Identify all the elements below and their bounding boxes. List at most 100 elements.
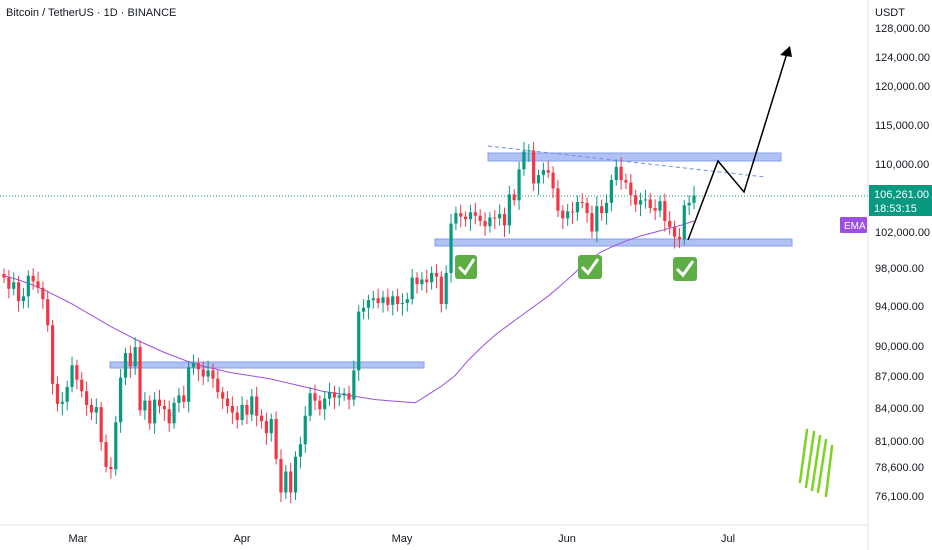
candle-body [162, 406, 166, 410]
candle-body [672, 227, 677, 237]
candle-body [104, 442, 108, 467]
candle-body [245, 404, 249, 415]
candle-body [585, 202, 589, 214]
candle-body [148, 400, 152, 424]
candle-body [425, 279, 429, 283]
candle-body [488, 217, 492, 227]
candle-body [493, 217, 497, 219]
candle-body [566, 211, 570, 219]
check-marker-3 [673, 257, 697, 281]
time-axis[interactable]: Mar Apr May Jun Jul [69, 533, 736, 545]
price-tick-5: 102,000.00 [875, 227, 930, 239]
candle-body [532, 150, 536, 184]
chart-title: Bitcoin / TetherUS · 1D · BINANCE [6, 7, 176, 19]
candle-body [459, 213, 463, 217]
candle-body [85, 391, 89, 405]
candle-body [187, 367, 191, 402]
candle-body [123, 353, 128, 378]
candle-body [293, 456, 298, 493]
price-tick-11: 81,000.00 [875, 436, 924, 448]
candle-body [527, 150, 531, 152]
candle-body [498, 214, 502, 219]
candle-body [371, 298, 375, 301]
candle-body [536, 175, 541, 184]
price-tick-3: 115,000.00 [875, 120, 929, 132]
price-tick-6: 98,000.00 [875, 263, 924, 275]
candles [2, 141, 696, 504]
candle-body [119, 377, 123, 423]
candle-body [556, 188, 560, 211]
candle-body [580, 201, 584, 203]
candle-body [60, 401, 64, 404]
candle-body [21, 296, 26, 302]
price-axis[interactable]: 128,000.00 124,000.00 120,000.00 115,000.00… [875, 23, 930, 503]
candle-body [206, 370, 210, 377]
price-tick-12: 78,600.00 [875, 462, 924, 474]
candle-body [114, 422, 118, 470]
march-resistance-zone [109, 361, 425, 369]
candle-body [55, 383, 60, 404]
candle-body [313, 393, 317, 401]
candle-body [575, 201, 579, 213]
check-marker-1 [455, 255, 477, 279]
time-tick-may: May [392, 533, 413, 545]
candle-body [658, 201, 662, 211]
candle-body [128, 353, 132, 367]
candle-body [172, 402, 176, 424]
candle-body [624, 180, 628, 183]
candle-body [634, 195, 638, 205]
candle-body [157, 399, 162, 407]
candle-body [468, 212, 473, 220]
price-tick-4: 110,000.00 [875, 159, 929, 171]
candle-body [259, 415, 264, 422]
candle-body [255, 396, 259, 416]
candle-body [12, 282, 16, 289]
candle-body [235, 412, 239, 421]
candle-body [284, 471, 288, 493]
candle-body [143, 400, 147, 411]
projection-path [687, 49, 789, 241]
candle-body [507, 194, 511, 226]
candle-body [648, 199, 652, 208]
ema-badge: EMA [840, 217, 867, 233]
candle-body [230, 406, 234, 413]
candle-body [638, 200, 643, 205]
support-zone [434, 238, 793, 247]
candle-body [347, 393, 351, 400]
last-price-badge: 106,261.00 18:53:15 [869, 185, 932, 216]
candle-body [677, 236, 682, 240]
candle-body [405, 299, 409, 304]
candle-body [41, 287, 45, 300]
projection-arrowhead [780, 46, 792, 57]
time-tick-jul: Jul [721, 533, 735, 545]
last-price-value: 106,261.00 [874, 189, 929, 201]
candle-body [415, 277, 419, 285]
price-tick-9: 87,000.00 [875, 371, 924, 383]
countdown-timer: 18:53:15 [874, 203, 917, 215]
candle-body [522, 151, 526, 170]
candle-body [619, 166, 623, 181]
candle-body [512, 194, 516, 201]
candle-body [692, 195, 696, 203]
candle-body [391, 296, 395, 305]
candle-body [444, 272, 448, 304]
candle-body [464, 216, 468, 220]
candle-body [473, 212, 477, 216]
currency-label: USDT [875, 7, 905, 19]
price-tick-1: 124,000.00 [875, 52, 930, 64]
candle-body [94, 407, 98, 413]
candle-body [89, 404, 94, 413]
candle-body [250, 396, 254, 415]
candle-body [395, 296, 400, 304]
candle-body [541, 170, 545, 176]
plot-area[interactable] [0, 0, 868, 525]
candle-body [264, 421, 268, 434]
candle-body [133, 347, 137, 367]
time-tick-jun: Jun [558, 533, 576, 545]
candle-body [36, 281, 40, 288]
candle-body [551, 172, 555, 189]
candle-body [318, 400, 322, 410]
candle-body [196, 363, 200, 370]
candle-body [289, 471, 293, 493]
